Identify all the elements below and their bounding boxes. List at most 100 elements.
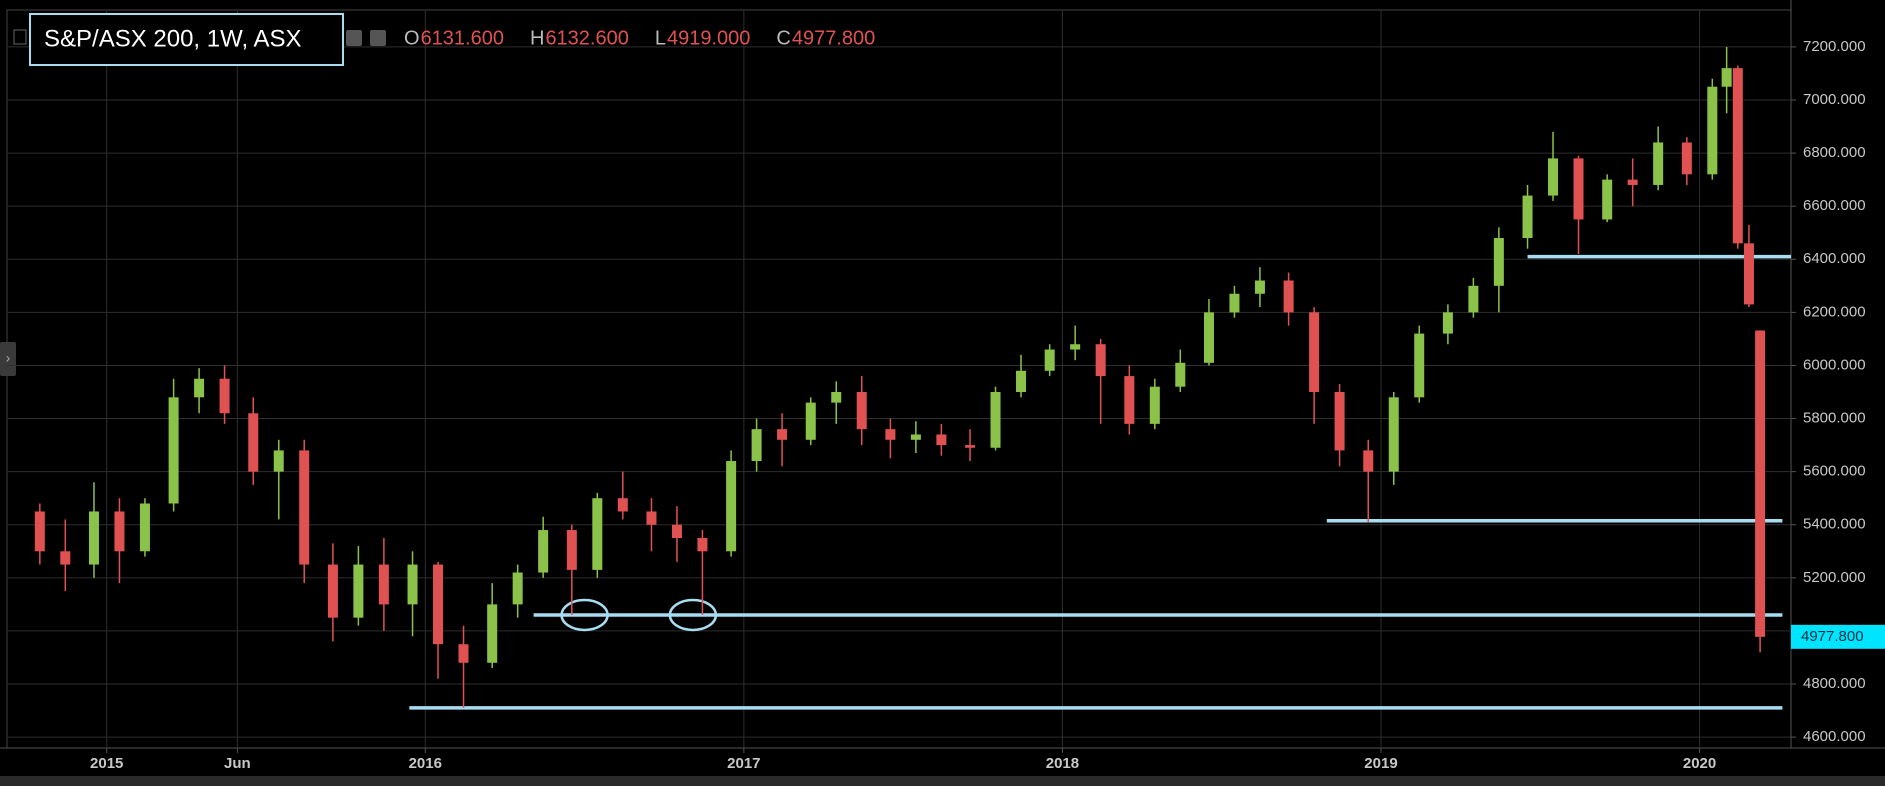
x-tick-label: Jun xyxy=(224,755,251,772)
candle-body xyxy=(1414,333,1425,398)
candle-body xyxy=(248,413,259,472)
candle-body xyxy=(1175,362,1186,387)
ohlc-letter: C xyxy=(776,27,790,49)
x-tick-label: 2015 xyxy=(90,755,123,772)
ohlc-letter: H xyxy=(530,27,544,49)
y-tick-label: 6600.000 xyxy=(1803,197,1866,214)
candle-body xyxy=(194,378,205,398)
ohlc-value: 4919.000 xyxy=(667,27,750,49)
candle-body xyxy=(60,551,71,565)
candle-body xyxy=(1707,86,1718,175)
candle-body xyxy=(1442,312,1453,334)
ohlc-letter: O xyxy=(404,27,420,49)
candle-body xyxy=(1653,142,1664,185)
candle-body xyxy=(1627,179,1638,185)
candle-body xyxy=(1493,238,1504,286)
x-tick-label: 2017 xyxy=(727,755,760,772)
candle-body xyxy=(1743,243,1754,305)
candle-body xyxy=(592,498,603,570)
visibility-icon[interactable] xyxy=(346,30,362,46)
ohlc-letter: L xyxy=(655,27,666,49)
annotations xyxy=(409,254,1791,710)
candle-body xyxy=(1548,158,1559,196)
ohlc-value: 6131.600 xyxy=(421,27,504,49)
side-toggle[interactable] xyxy=(0,342,16,376)
candle-body xyxy=(1468,285,1479,313)
last-price-tag xyxy=(1791,624,1885,649)
header: S&P/ASX 200, 1W, ASX O 6131.600 H 6132.600 L… xyxy=(13,13,875,66)
candle-body xyxy=(910,434,921,440)
candle-body xyxy=(566,530,577,570)
y-tick-label: 4800.000 xyxy=(1803,675,1866,692)
candle-body xyxy=(1124,376,1135,424)
candle-body xyxy=(458,644,469,663)
candle-body xyxy=(378,564,389,605)
icon xyxy=(13,29,27,45)
candle-body xyxy=(965,445,976,448)
side-toggle-icon: › xyxy=(6,350,11,366)
candle-body xyxy=(1016,370,1027,393)
y-tick-label: 5600.000 xyxy=(1803,463,1866,480)
candle-body xyxy=(1334,392,1345,451)
candle-body xyxy=(831,392,842,403)
x-tick-label: 2018 xyxy=(1046,755,1079,772)
candle-body xyxy=(34,511,45,552)
annotation-circle xyxy=(560,598,609,632)
candle-body xyxy=(219,378,230,414)
candle-body xyxy=(805,402,816,440)
y-tick-label: 6800.000 xyxy=(1803,144,1866,161)
y-tick-label: 5200.000 xyxy=(1803,569,1866,586)
candle-body xyxy=(433,564,444,645)
candle-body xyxy=(1732,68,1743,244)
candle-body xyxy=(671,524,682,539)
candle-body xyxy=(168,397,179,504)
ohlc-value: 6132.600 xyxy=(545,27,628,49)
title-box xyxy=(29,13,344,66)
candle-body xyxy=(1522,195,1533,239)
y-tick-label: 5400.000 xyxy=(1803,516,1866,533)
candle-body xyxy=(885,429,896,440)
candles xyxy=(34,46,1766,708)
candle-body xyxy=(777,429,788,440)
candle-body xyxy=(139,503,150,552)
candle-body xyxy=(538,530,549,573)
candle-body xyxy=(273,450,284,472)
y-tick-label: 4600.000 xyxy=(1803,728,1866,745)
bottom-toolbar xyxy=(0,776,1885,786)
axes: 4600.0004800.0005000.0005200.0005400.000… xyxy=(90,38,1885,772)
candle-body xyxy=(1363,450,1374,472)
candle-body xyxy=(487,604,498,663)
candle-body xyxy=(1044,349,1055,371)
candle-body xyxy=(1388,397,1399,472)
candle-body xyxy=(1283,280,1294,313)
chart-title: S&P/ASX 200, 1W, ASX xyxy=(44,25,301,52)
x-tick-label: 2020 xyxy=(1683,755,1716,772)
candle-body xyxy=(1095,344,1106,377)
y-tick-label: 6400.000 xyxy=(1803,250,1866,267)
candle-body xyxy=(1573,158,1584,220)
candle-body xyxy=(327,564,338,618)
y-tick-label: 7000.000 xyxy=(1803,91,1866,108)
ohlc-value: 4977.800 xyxy=(792,27,875,49)
candle-body xyxy=(1721,68,1732,87)
candle-body xyxy=(1149,386,1160,424)
candle-body xyxy=(1602,179,1613,220)
annotation-circle xyxy=(668,598,718,632)
candle-body xyxy=(856,392,867,430)
candle-body xyxy=(617,498,628,512)
last-price-label: 4977.800 xyxy=(1801,628,1864,645)
settings-icon[interactable] xyxy=(370,30,386,46)
candle-body xyxy=(1229,293,1240,313)
candle-body xyxy=(299,450,310,565)
candle-body xyxy=(1681,142,1692,175)
candle-body xyxy=(646,511,657,525)
candle-body xyxy=(88,511,99,565)
candle-body xyxy=(353,564,364,618)
candle-body xyxy=(407,564,418,605)
candle-body xyxy=(936,434,947,446)
y-tick-label: 6000.000 xyxy=(1803,356,1866,373)
candle-body xyxy=(697,538,708,552)
